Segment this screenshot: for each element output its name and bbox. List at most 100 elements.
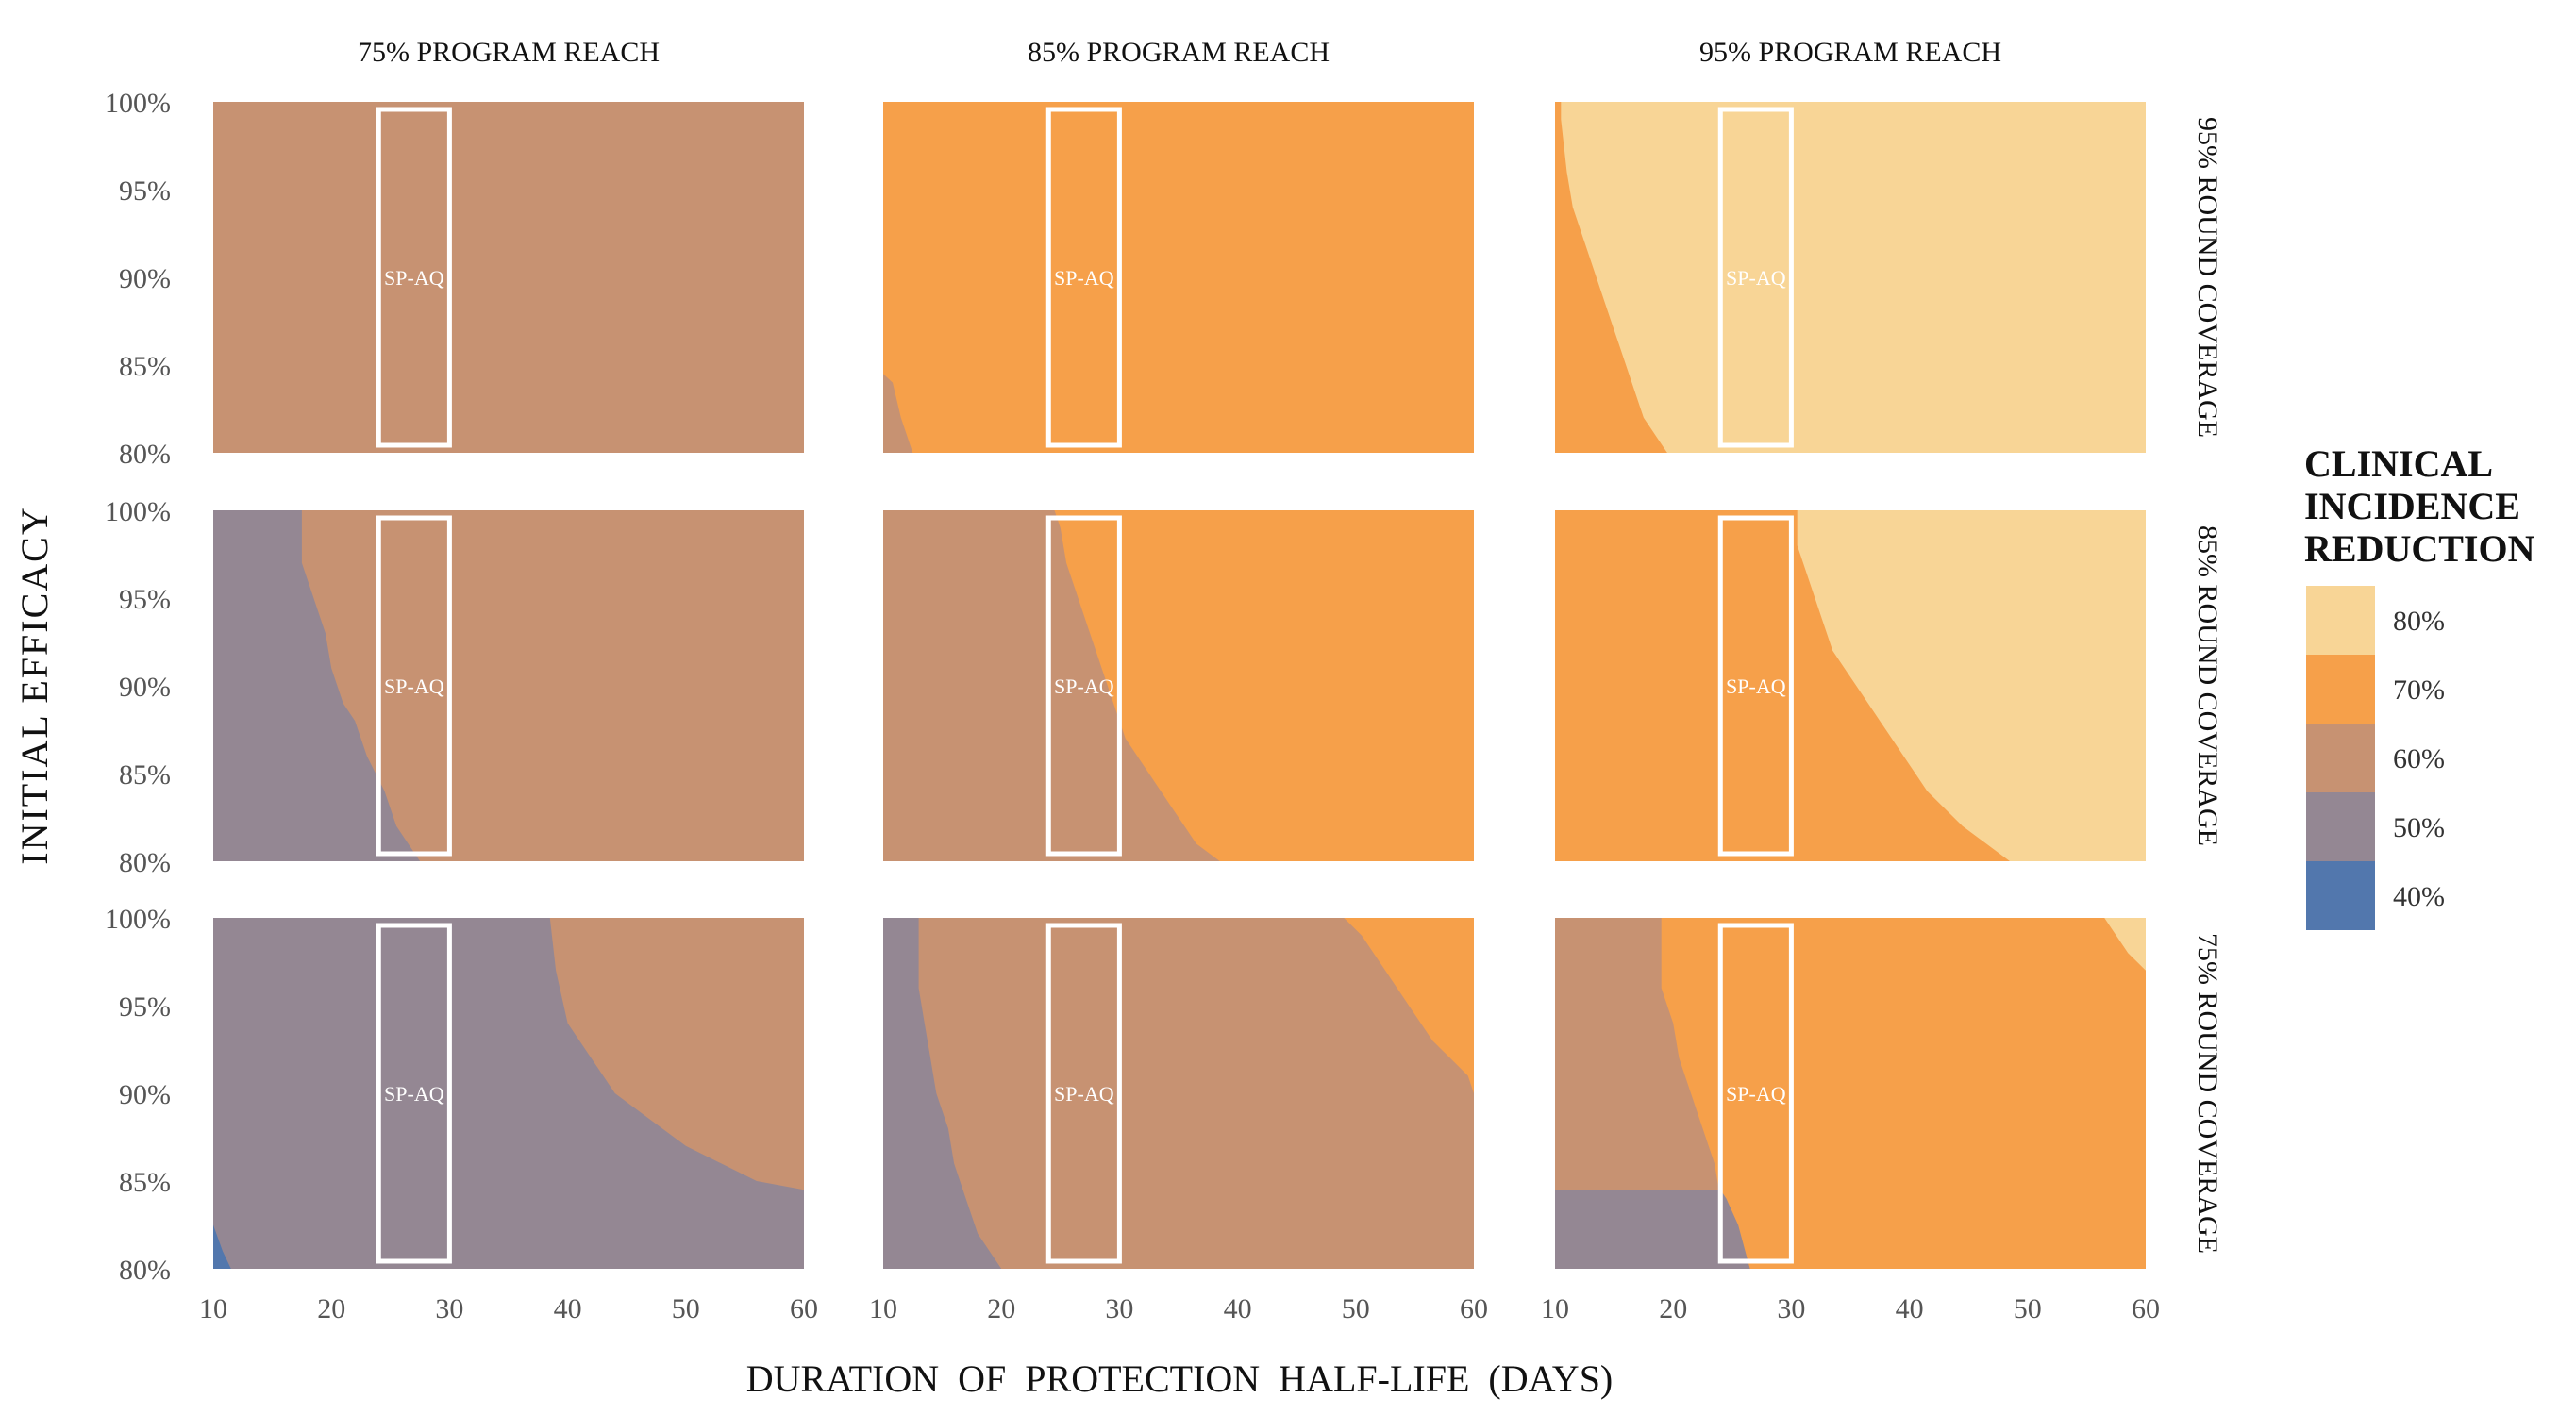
x-tick-label: 50 xyxy=(2014,1293,2042,1324)
sp-aq-label: SP-AQ xyxy=(1726,674,1786,698)
y-tick-label: 90% xyxy=(119,672,171,703)
x-tick-label: 40 xyxy=(1224,1293,1252,1324)
panel-2-3: SP-AQ xyxy=(1555,510,2146,861)
region-60pct xyxy=(1555,918,1750,1269)
legend-swatch xyxy=(2306,586,2375,655)
region-60pct xyxy=(883,510,1220,861)
panels-layer: SP-AQ SP-AQ SP-AQ SP-AQ SP-AQ SP-AQ SP-AQ SP-AQ… xyxy=(213,102,2146,1269)
x-tick-label: 30 xyxy=(435,1293,463,1324)
sp-aq-label: SP-AQ xyxy=(1054,1082,1114,1106)
x-tick-label: 60 xyxy=(790,1293,818,1324)
legend-item-label: 70% xyxy=(2393,674,2445,706)
region-50pct xyxy=(1555,1190,1750,1269)
legend-title-line: INCIDENCE xyxy=(2304,485,2520,527)
panel-background xyxy=(1555,102,2146,453)
x-tick-label: 30 xyxy=(1105,1293,1133,1324)
sp-aq-highlight-box xyxy=(1045,107,1122,448)
legend-item-label: 60% xyxy=(2393,743,2445,774)
panel-background xyxy=(883,918,1474,1269)
y-tick-label: 80% xyxy=(119,847,171,878)
region-40pct xyxy=(213,1224,231,1269)
x-tick-label: 20 xyxy=(1659,1293,1687,1324)
panel-1-1: SP-AQ xyxy=(213,102,804,453)
region-60pct xyxy=(883,374,913,453)
sp-aq-label: SP-AQ xyxy=(1054,674,1114,698)
x-tick-label: 40 xyxy=(554,1293,582,1324)
sp-aq-label: SP-AQ xyxy=(384,1082,444,1106)
panel-3-1: SP-AQ xyxy=(213,918,804,1269)
legend-swatch xyxy=(2306,655,2375,724)
panel-2-1: SP-AQ xyxy=(213,510,804,861)
y-tick-label: 95% xyxy=(119,584,171,615)
column-facet-label: 75% PROGRAM REACH xyxy=(358,37,660,68)
panel-background xyxy=(883,102,1474,453)
legend-item-label: 40% xyxy=(2393,881,2445,912)
y-tick-label: 85% xyxy=(119,759,171,791)
legend-item-label: 80% xyxy=(2393,606,2445,637)
region-50pct xyxy=(213,510,421,861)
y-tick-label: 85% xyxy=(119,351,171,382)
y-tick-label: 90% xyxy=(119,1079,171,1110)
sp-aq-label: SP-AQ xyxy=(1726,266,1786,290)
legend-title-line: CLINICAL xyxy=(2304,442,2493,485)
panel-1-3: SP-AQ xyxy=(1555,102,2146,453)
panel-1-2: SP-AQ xyxy=(883,102,1474,453)
panel-2-2: SP-AQ xyxy=(883,510,1474,861)
x-tick-label: 60 xyxy=(1460,1293,1488,1324)
y-axis-title: INITIAL EFFICACY xyxy=(13,506,56,865)
x-axis-title: DURATION OF PROTECTION HALF-LIFE (DAYS) xyxy=(746,1357,1614,1400)
x-tick-label: 60 xyxy=(2132,1293,2160,1324)
x-tick-label: 50 xyxy=(672,1293,700,1324)
y-tick-label: 100% xyxy=(105,88,171,119)
legend-item-label: 50% xyxy=(2393,812,2445,843)
region-50pct xyxy=(213,918,804,1269)
region-70pct xyxy=(1555,102,1667,453)
region-80pct xyxy=(1797,510,2146,861)
sp-aq-highlight-box xyxy=(1045,923,1122,1264)
panel-3-3: SP-AQ xyxy=(1555,918,2146,1269)
sp-aq-highlight-box xyxy=(1717,515,1794,857)
sp-aq-label: SP-AQ xyxy=(384,266,444,290)
sp-aq-label: SP-AQ xyxy=(384,674,444,698)
column-facet-label: 85% PROGRAM REACH xyxy=(1028,37,1330,68)
row-facet-label: 75% ROUND COVERAGE xyxy=(2192,933,2223,1254)
x-tick-label: 40 xyxy=(1896,1293,1924,1324)
row-facet-label: 95% ROUND COVERAGE xyxy=(2192,117,2223,438)
sp-aq-highlight-box xyxy=(376,107,452,448)
y-tick-label: 95% xyxy=(119,991,171,1023)
region-80pct xyxy=(2104,918,2146,971)
y-tick-label: 95% xyxy=(119,175,171,207)
legend-swatch xyxy=(2306,724,2375,792)
y-tick-label: 80% xyxy=(119,439,171,470)
sp-aq-highlight-box xyxy=(376,923,452,1264)
y-tick-label: 100% xyxy=(105,496,171,527)
sp-aq-label: SP-AQ xyxy=(1726,1082,1786,1106)
y-tick-label: 100% xyxy=(105,904,171,935)
legend-title-line: REDUCTION xyxy=(2304,527,2535,570)
x-tick-label: 30 xyxy=(1777,1293,1805,1324)
region-50pct xyxy=(883,918,1002,1269)
x-tick-label: 20 xyxy=(987,1293,1015,1324)
column-facet-label: 95% PROGRAM REACH xyxy=(1699,37,2001,68)
y-tick-label: 80% xyxy=(119,1255,171,1286)
legend-swatch xyxy=(2306,792,2375,861)
x-tick-label: 10 xyxy=(869,1293,897,1324)
sp-aq-label: SP-AQ xyxy=(1054,266,1114,290)
x-tick-label: 50 xyxy=(1342,1293,1370,1324)
y-tick-label: 90% xyxy=(119,263,171,294)
legend-swatch xyxy=(2306,861,2375,930)
sp-aq-highlight-box xyxy=(1717,923,1794,1264)
sp-aq-highlight-box xyxy=(1717,107,1794,448)
sp-aq-highlight-box xyxy=(376,515,452,857)
sp-aq-highlight-box xyxy=(1045,515,1122,857)
row-facet-label: 85% ROUND COVERAGE xyxy=(2192,525,2223,846)
y-tick-label: 85% xyxy=(119,1167,171,1198)
region-70pct xyxy=(1344,918,1474,1093)
labels-layer: 100% 95% 90% 85% 80% 100% 95% 90% 85% 80% 100% 95% 9… xyxy=(13,37,2223,1400)
x-tick-label: 10 xyxy=(199,1293,227,1324)
x-tick-label: 10 xyxy=(1541,1293,1569,1324)
panel-background xyxy=(213,102,804,453)
panel-3-2: SP-AQ xyxy=(883,918,1474,1269)
x-tick-label: 20 xyxy=(317,1293,345,1324)
